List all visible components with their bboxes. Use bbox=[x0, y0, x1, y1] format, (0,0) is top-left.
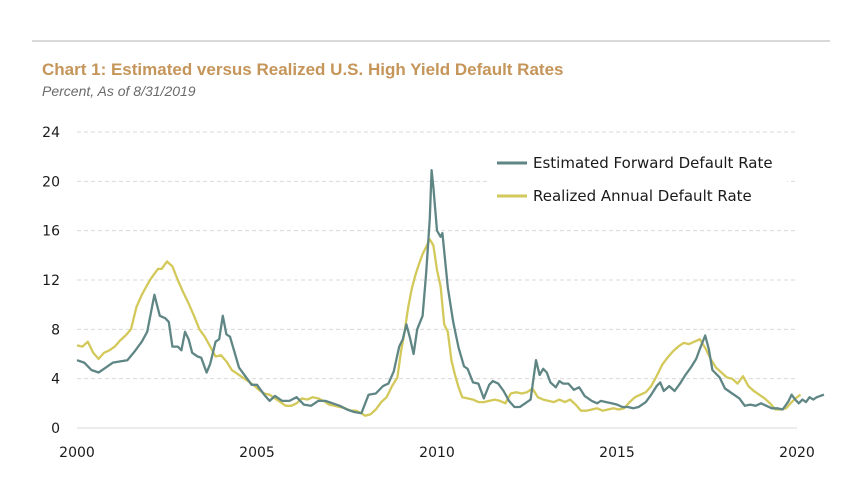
x-axis-ticks: 2000 2005 2010 2015 2020 bbox=[59, 445, 815, 461]
legend-label: Estimated Forward Default Rate bbox=[533, 154, 773, 172]
chart-title: Chart 1: Estimated versus Realized U.S. … bbox=[42, 60, 564, 79]
chart-subtitle: Percent, As of 8/31/2019 bbox=[42, 83, 196, 99]
series-lines bbox=[76, 169, 825, 417]
y-tick-label: 8 bbox=[51, 322, 60, 338]
x-tick-label: 2000 bbox=[59, 445, 95, 461]
y-tick-label: 16 bbox=[42, 224, 60, 240]
legend: Estimated Forward Default Rate Realized A… bbox=[487, 144, 787, 214]
series-line-realized-annual-default-rate bbox=[76, 238, 802, 417]
x-tick-label: 2020 bbox=[779, 445, 815, 461]
top-divider bbox=[32, 40, 830, 42]
y-tick-label: 0 bbox=[51, 421, 60, 437]
legend-label: Realized Annual Default Rate bbox=[533, 187, 752, 205]
legend-box bbox=[487, 144, 787, 214]
x-tick-label: 2005 bbox=[239, 445, 275, 461]
y-axis-ticks: 0 4 8 12 16 20 24 bbox=[42, 125, 60, 437]
y-tick-label: 20 bbox=[42, 174, 60, 190]
series-line-estimated-forward-default-rate bbox=[76, 169, 825, 415]
y-tick-label: 12 bbox=[42, 273, 60, 289]
x-tick-label: 2010 bbox=[419, 445, 455, 461]
y-tick-label: 24 bbox=[42, 125, 60, 141]
y-tick-label: 4 bbox=[51, 372, 60, 388]
x-tick-label: 2015 bbox=[599, 445, 635, 461]
